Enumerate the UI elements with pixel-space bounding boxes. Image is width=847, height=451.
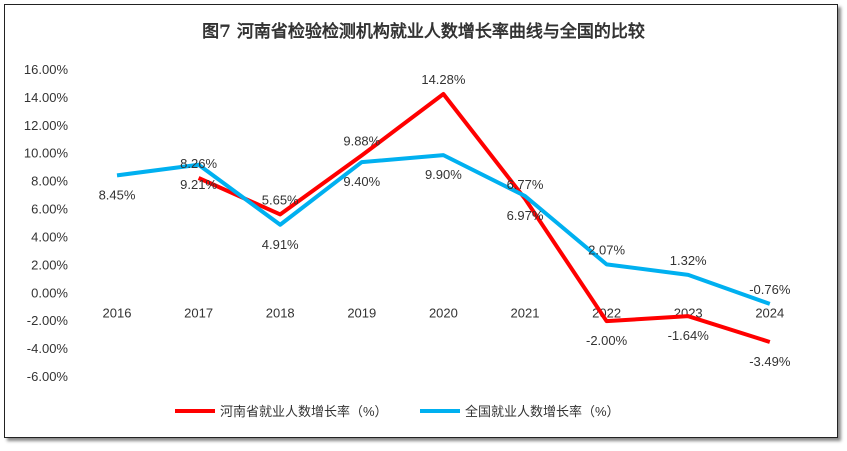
data-label: 14.28%: [421, 72, 466, 87]
x-tick-label: 2020: [429, 305, 458, 320]
data-label: -2.00%: [586, 333, 628, 348]
y-tick-label: 2.00%: [31, 257, 68, 272]
chart-title: 图7 河南省检验检测机构就业人数增长率曲线与全国的比较: [202, 22, 645, 42]
y-tick-label: 14.00%: [24, 90, 69, 105]
x-tick-label: 2017: [184, 305, 213, 320]
y-tick-label: 10.00%: [24, 146, 69, 161]
data-label: 2.07%: [588, 242, 625, 257]
legend-label: 河南省就业人数增长率（%）: [220, 404, 388, 419]
data-label: 9.90%: [425, 167, 462, 182]
data-label: 8.45%: [99, 187, 136, 202]
data-label: 6.97%: [507, 208, 544, 223]
data-label: 9.88%: [343, 133, 380, 148]
y-tick-label: -6.00%: [27, 369, 69, 384]
chart-frame: [4, 4, 838, 438]
series-line-1: [116, 153, 771, 306]
data-label: 4.91%: [262, 237, 299, 252]
series-line-0: [197, 92, 771, 344]
data-label: 5.65%: [262, 192, 299, 207]
x-tick-label: 2018: [266, 305, 295, 320]
x-tick-label: 2019: [347, 305, 376, 320]
data-label: 6.77%: [507, 177, 544, 192]
data-label: -1.64%: [668, 328, 710, 343]
y-tick-label: 0.00%: [31, 285, 68, 300]
y-tick-label: -4.00%: [27, 341, 69, 356]
x-tick-label: 2021: [511, 305, 540, 320]
data-label: 8.26%: [180, 156, 217, 171]
y-tick-label: 8.00%: [31, 174, 68, 189]
data-label: -3.49%: [749, 354, 791, 369]
data-label: -0.76%: [749, 282, 791, 297]
y-tick-label: 6.00%: [31, 202, 68, 217]
x-tick-label: 2016: [103, 305, 132, 320]
y-tick-label: 16.00%: [24, 62, 69, 77]
y-tick-label: -2.00%: [27, 313, 69, 328]
y-tick-label: 12.00%: [24, 118, 69, 133]
y-tick-label: 4.00%: [31, 229, 68, 244]
x-tick-label: 2024: [755, 305, 784, 320]
legend-label: 全国就业人数增长率（%）: [465, 404, 620, 419]
data-label: 9.40%: [343, 174, 380, 189]
data-label: 9.21%: [180, 177, 217, 192]
data-label: 1.32%: [670, 253, 707, 268]
